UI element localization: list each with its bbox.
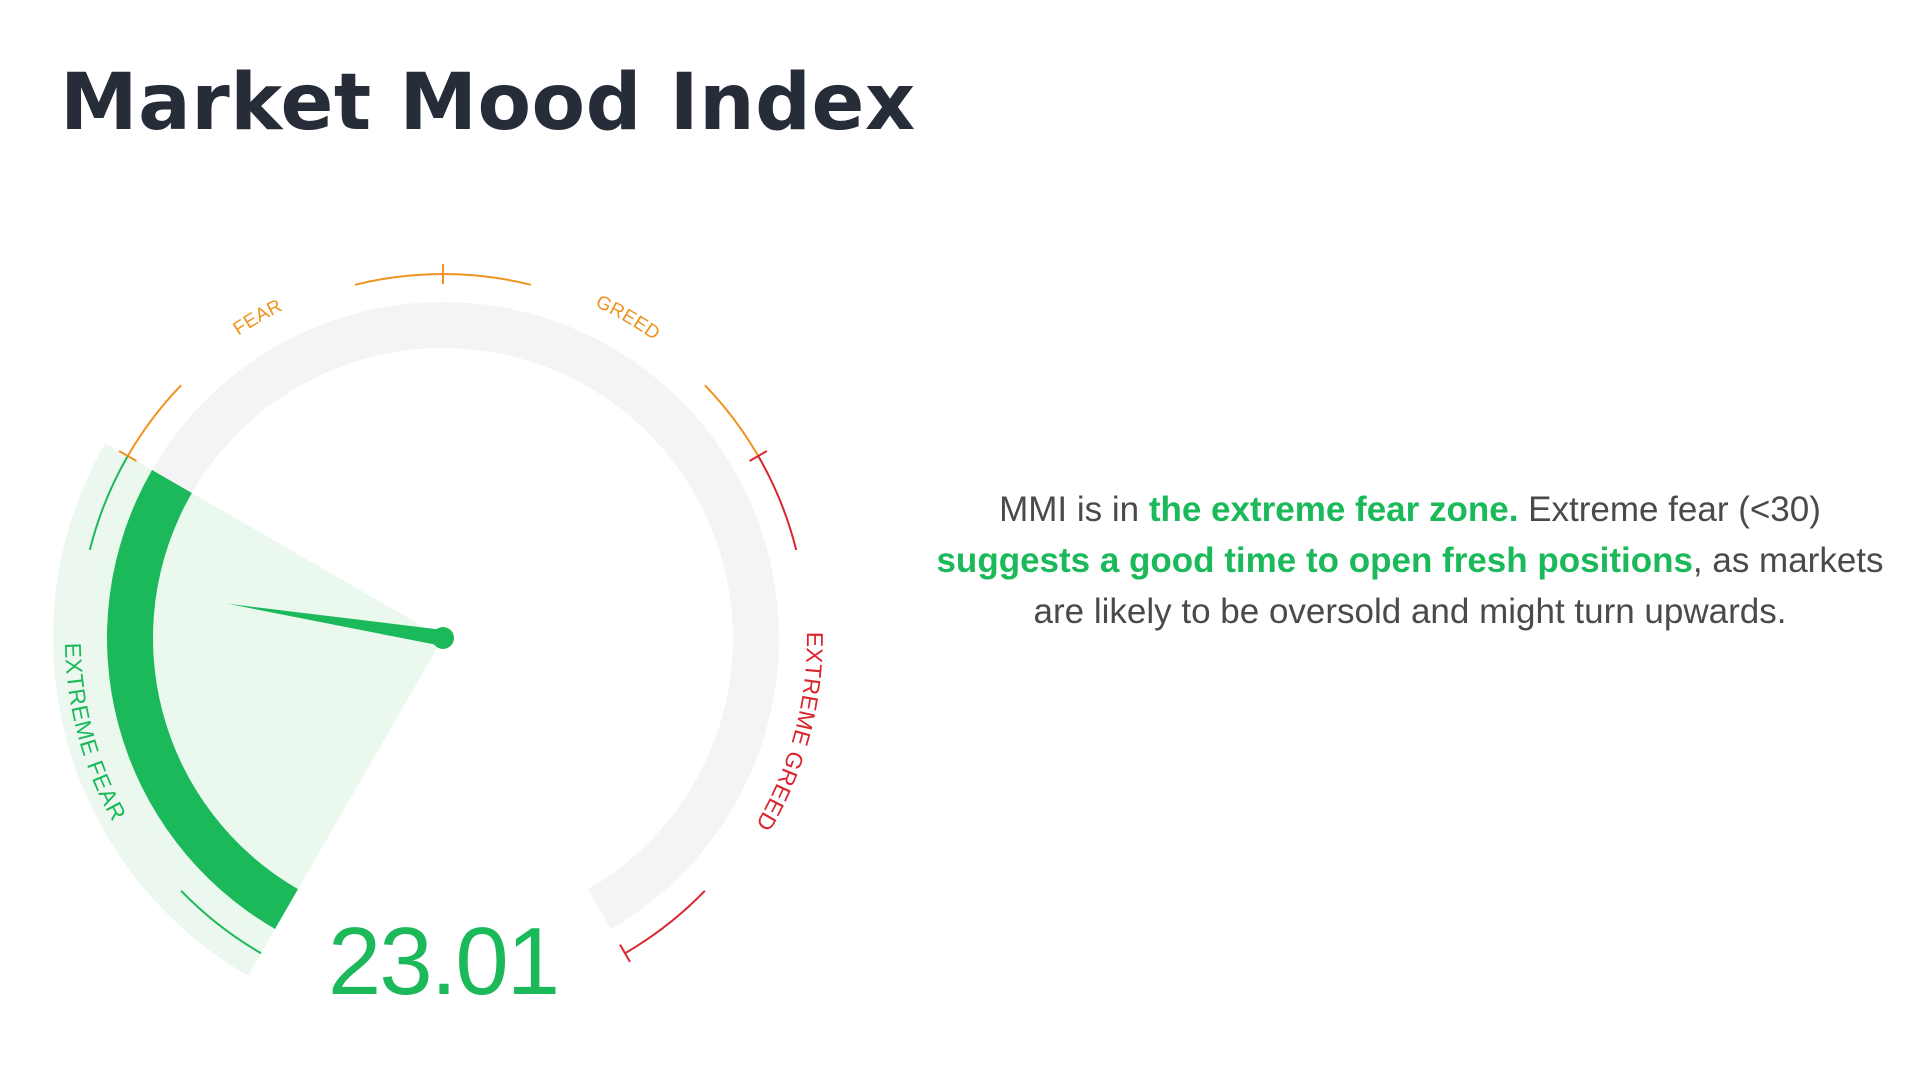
gauge-value-band <box>107 470 299 929</box>
page-title: Market Mood Index <box>60 58 916 148</box>
zone-arc-greed <box>442 273 532 286</box>
description-text-2: Extreme fear (<30) <box>1518 490 1821 529</box>
mmi-description: MMI is in the extreme fear zone. Extreme… <box>930 484 1890 637</box>
gauge-value-text: 23.01 <box>328 908 558 1015</box>
zone-label-greed: GREED <box>593 292 664 345</box>
zone-arc-greed <box>704 384 760 457</box>
zone-arc-extreme-greed <box>757 455 798 551</box>
zone-arc-extreme-greed <box>624 890 706 955</box>
needle-hub <box>432 627 454 649</box>
zone-boundary-tick <box>619 944 631 963</box>
description-text-1: MMI is in <box>999 490 1149 529</box>
zone-label-fear: FEAR <box>230 295 286 340</box>
zone-boundary-tick <box>118 450 137 462</box>
description-highlight-advice: suggests a good time to open fresh posit… <box>936 541 1693 580</box>
zone-arc-fear <box>126 384 182 457</box>
zone-arc-extreme-fear <box>180 890 262 955</box>
zone-arc-fear <box>354 273 444 286</box>
description-text-3: , as markets are likely to be oversold a… <box>1033 541 1884 631</box>
zone-boundary-tick <box>749 450 768 462</box>
active-zone-halo <box>52 443 268 976</box>
gauge-needle <box>227 603 445 646</box>
description-highlight-zone: the extreme fear zone. <box>1148 490 1519 529</box>
zone-arc-extreme-fear <box>88 455 129 551</box>
